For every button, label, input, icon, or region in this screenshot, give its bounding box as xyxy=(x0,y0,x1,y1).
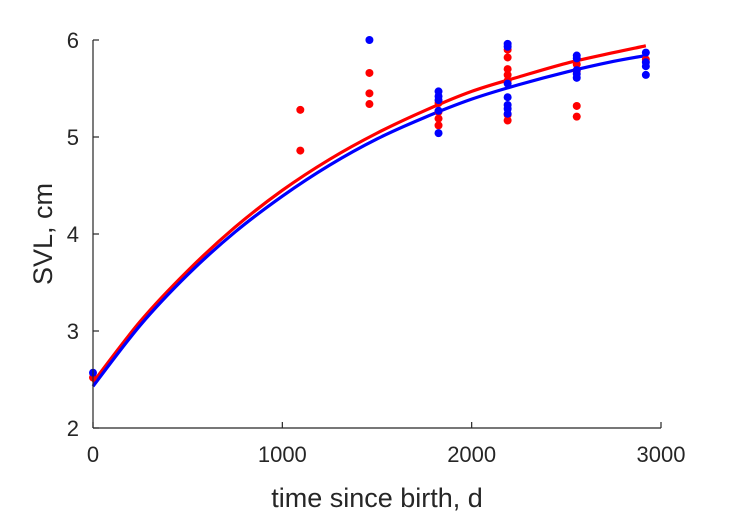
labels: 0 1000 2000 3000 2 3 4 5 6 time since birth, d SVL… xyxy=(28,28,685,513)
data-point-red-20 xyxy=(572,112,581,121)
data-point-red-8 xyxy=(434,114,443,123)
y-tick-label: 5 xyxy=(67,125,79,150)
data-point-blue-13 xyxy=(503,109,512,118)
x-axis-title: time since birth, d xyxy=(271,483,483,513)
fit-curve-blue xyxy=(91,53,647,388)
data-point-blue-21 xyxy=(641,62,650,71)
y-tick-label: 3 xyxy=(67,319,79,344)
data-point-blue-19 xyxy=(641,48,650,57)
y-tick-label: 4 xyxy=(67,222,79,247)
x-tick-label: 2000 xyxy=(447,442,496,467)
data-point-blue-8 xyxy=(503,42,512,51)
x-tick-label: 3000 xyxy=(637,442,686,467)
data-point-blue-9 xyxy=(503,79,512,88)
data-point-red-13 xyxy=(503,70,512,79)
data-point-red-9 xyxy=(434,121,443,130)
axes xyxy=(92,39,662,429)
data-point-red-19 xyxy=(572,101,581,110)
data-point-red-17 xyxy=(572,60,581,69)
data-point-blue-15 xyxy=(572,54,581,63)
data-point-blue-10 xyxy=(503,93,512,102)
x-tick-label: 0 xyxy=(87,442,99,467)
data-point-red-2 xyxy=(296,146,305,155)
data-point-red-12 xyxy=(503,65,512,74)
data-point-red-5 xyxy=(365,100,374,109)
data-point-blue-6 xyxy=(434,129,443,138)
y-tick-label: 6 xyxy=(67,28,79,53)
x-tick-label: 1000 xyxy=(258,442,307,467)
data-point-blue-5 xyxy=(434,106,443,115)
data-point-blue-22 xyxy=(641,70,650,79)
data-point-red-1 xyxy=(296,105,305,114)
data-point-red-3 xyxy=(365,68,374,77)
data-point-red-11 xyxy=(503,53,512,62)
data-point-red-4 xyxy=(365,89,374,98)
data-point-blue-18 xyxy=(572,73,581,82)
data-point-blue-4 xyxy=(434,96,443,105)
data-point-blue-1 xyxy=(365,36,374,44)
y-tick-label: 2 xyxy=(67,416,79,441)
y-axis-title: SVL, cm xyxy=(28,183,58,285)
fit-curve-red xyxy=(91,44,647,384)
data-point-red-16 xyxy=(503,116,512,125)
plot-marks xyxy=(89,36,650,388)
